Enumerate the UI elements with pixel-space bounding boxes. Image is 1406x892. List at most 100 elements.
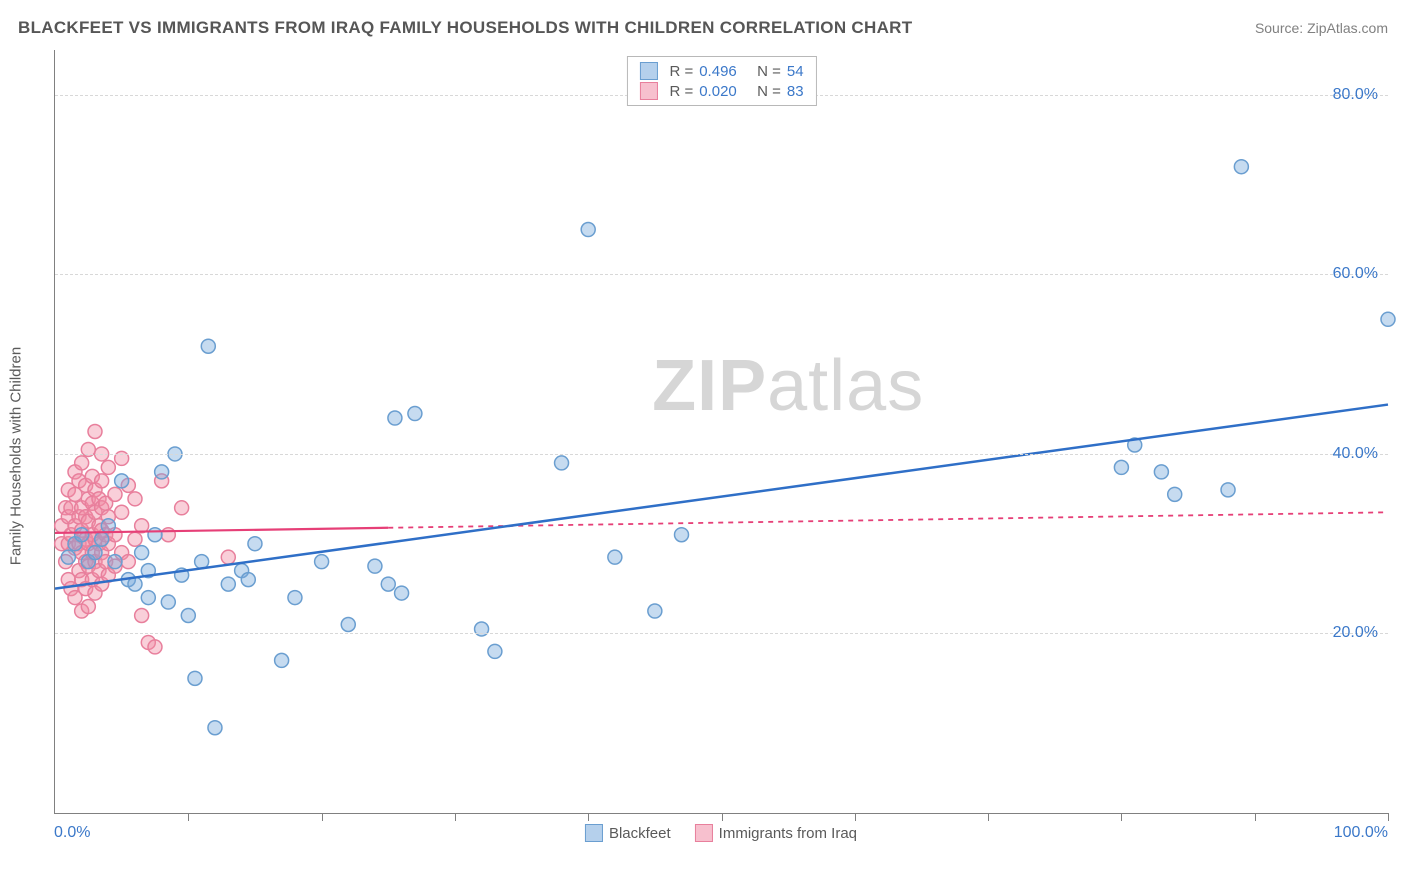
chart-source: Source: ZipAtlas.com xyxy=(1255,20,1388,36)
data-point-iraq xyxy=(128,492,142,506)
data-point-blackfeet xyxy=(115,474,129,488)
r-label: R = xyxy=(669,83,693,100)
data-point-blackfeet xyxy=(161,595,175,609)
data-point-blackfeet xyxy=(341,617,355,631)
data-point-blackfeet xyxy=(101,519,115,533)
data-point-iraq xyxy=(108,487,122,501)
x-tick xyxy=(1121,813,1122,821)
y-tick-label: 40.0% xyxy=(1333,445,1378,463)
series-legend: Blackfeet Immigrants from Iraq xyxy=(585,824,857,842)
x-tick xyxy=(1255,813,1256,821)
data-point-blackfeet xyxy=(188,671,202,685)
data-point-blackfeet xyxy=(75,528,89,542)
legend-item-blackfeet: Blackfeet xyxy=(585,824,671,842)
data-point-blackfeet xyxy=(395,586,409,600)
plot-svg xyxy=(55,50,1388,813)
data-point-blackfeet xyxy=(135,546,149,560)
legend-label: Immigrants from Iraq xyxy=(719,825,857,842)
chart-area: Family Households with Children ZIPatlas… xyxy=(46,50,1388,862)
data-point-blackfeet xyxy=(315,555,329,569)
gridline xyxy=(55,274,1388,275)
data-point-blackfeet xyxy=(408,407,422,421)
data-point-iraq xyxy=(115,505,129,519)
legend-item-iraq: Immigrants from Iraq xyxy=(695,824,857,842)
data-point-iraq xyxy=(75,456,89,470)
data-point-iraq xyxy=(81,600,95,614)
y-tick-label: 60.0% xyxy=(1333,265,1378,283)
x-tick xyxy=(988,813,989,821)
y-axis-label: Family Households with Children xyxy=(8,347,25,565)
data-point-blackfeet xyxy=(221,577,235,591)
data-point-blackfeet xyxy=(555,456,569,470)
x-tick xyxy=(455,813,456,821)
x-axis-min-label: 0.0% xyxy=(54,824,90,842)
x-tick xyxy=(1388,813,1389,821)
correlation-legend: R = 0.496 N = 54 R = 0.020 N = 83 xyxy=(626,56,816,106)
gridline xyxy=(55,454,1388,455)
correlation-row-iraq: R = 0.020 N = 83 xyxy=(639,81,803,101)
data-point-blackfeet xyxy=(1114,460,1128,474)
data-point-iraq xyxy=(95,474,109,488)
regression-line-blackfeet xyxy=(55,405,1388,589)
r-value: 0.020 xyxy=(699,83,737,100)
data-point-blackfeet xyxy=(148,528,162,542)
data-point-blackfeet xyxy=(275,653,289,667)
r-value: 0.496 xyxy=(699,63,737,80)
y-tick-label: 80.0% xyxy=(1333,86,1378,104)
swatch-iraq-icon xyxy=(639,82,657,100)
data-point-iraq xyxy=(148,640,162,654)
data-point-iraq xyxy=(121,555,135,569)
data-point-blackfeet xyxy=(1221,483,1235,497)
data-point-blackfeet xyxy=(201,339,215,353)
data-point-blackfeet xyxy=(181,609,195,623)
swatch-iraq-icon xyxy=(695,824,713,842)
x-tick xyxy=(722,813,723,821)
x-tick xyxy=(855,813,856,821)
correlation-row-blackfeet: R = 0.496 N = 54 xyxy=(639,61,803,81)
x-tick xyxy=(322,813,323,821)
x-tick xyxy=(588,813,589,821)
data-point-blackfeet xyxy=(368,559,382,573)
data-point-blackfeet xyxy=(381,577,395,591)
chart-header: BLACKFEET VS IMMIGRANTS FROM IRAQ FAMILY… xyxy=(18,18,1388,38)
x-tick xyxy=(188,813,189,821)
data-point-blackfeet xyxy=(108,555,122,569)
data-point-blackfeet xyxy=(488,644,502,658)
chart-title: BLACKFEET VS IMMIGRANTS FROM IRAQ FAMILY… xyxy=(18,18,912,38)
data-point-blackfeet xyxy=(675,528,689,542)
data-point-iraq xyxy=(161,528,175,542)
x-axis-max-label: 100.0% xyxy=(1334,824,1388,842)
swatch-blackfeet-icon xyxy=(585,824,603,842)
data-point-iraq xyxy=(135,609,149,623)
data-point-blackfeet xyxy=(208,721,222,735)
data-point-blackfeet xyxy=(61,550,75,564)
data-point-iraq xyxy=(88,425,102,439)
data-point-blackfeet xyxy=(241,573,255,587)
data-point-iraq xyxy=(175,501,189,515)
x-axis-labels: 0.0% 100.0% Blackfeet Immigrants from Ir… xyxy=(54,824,1388,844)
data-point-iraq xyxy=(221,550,235,564)
data-point-iraq xyxy=(101,460,115,474)
n-value: 54 xyxy=(787,63,804,80)
data-point-iraq xyxy=(128,532,142,546)
r-label: R = xyxy=(669,63,693,80)
n-label: N = xyxy=(757,63,781,80)
data-point-blackfeet xyxy=(95,532,109,546)
legend-label: Blackfeet xyxy=(609,825,671,842)
data-point-blackfeet xyxy=(88,546,102,560)
data-point-blackfeet xyxy=(141,591,155,605)
data-point-blackfeet xyxy=(608,550,622,564)
regression-line-iraq-dashed xyxy=(388,512,1388,527)
swatch-blackfeet-icon xyxy=(639,62,657,80)
n-value: 83 xyxy=(787,83,804,100)
data-point-blackfeet xyxy=(155,465,169,479)
y-tick-label: 20.0% xyxy=(1333,624,1378,642)
data-point-blackfeet xyxy=(648,604,662,618)
gridline xyxy=(55,633,1388,634)
data-point-blackfeet xyxy=(1168,487,1182,501)
n-label: N = xyxy=(757,83,781,100)
data-point-blackfeet xyxy=(1381,312,1395,326)
data-point-blackfeet xyxy=(288,591,302,605)
data-point-blackfeet xyxy=(581,223,595,237)
data-point-blackfeet xyxy=(1234,160,1248,174)
